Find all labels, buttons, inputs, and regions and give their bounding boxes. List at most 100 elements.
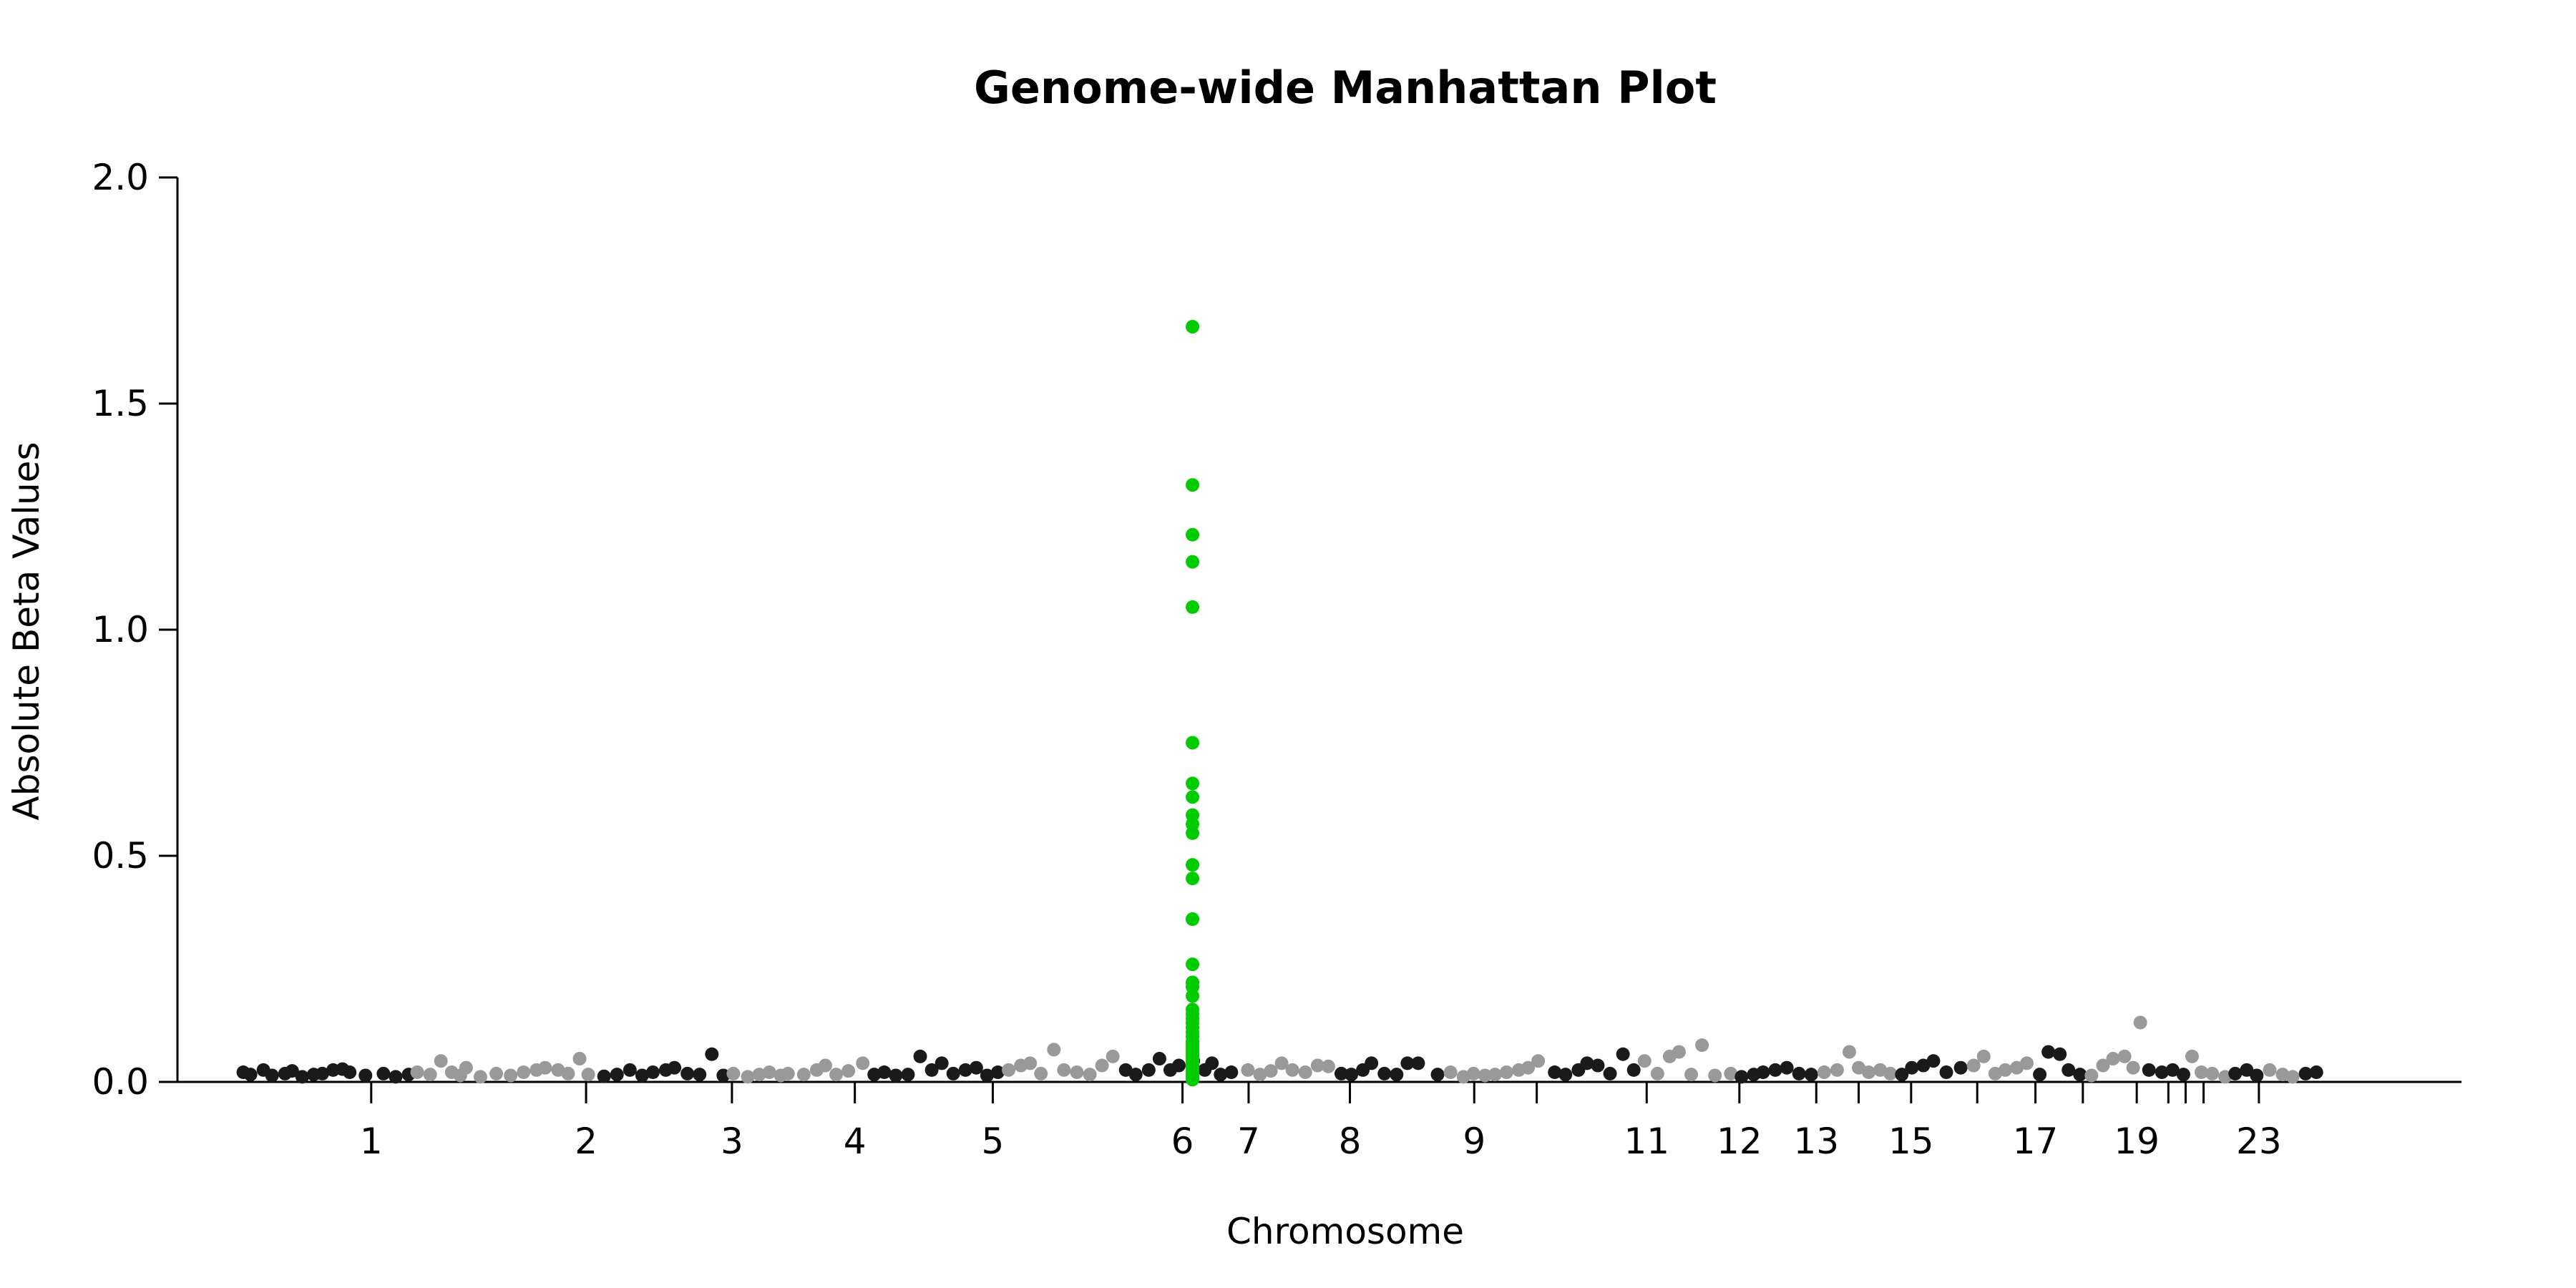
x-tick-label: 3 [721, 1121, 743, 1162]
data-point [316, 1066, 330, 1080]
data-point [1830, 1063, 1844, 1077]
highlight-point [1186, 776, 1200, 791]
data-point [1128, 1068, 1143, 1082]
data-point [1724, 1066, 1738, 1080]
data-point [1548, 1065, 1562, 1080]
data-point [265, 1068, 279, 1083]
data-point [1735, 1070, 1749, 1084]
highlight-point [1186, 912, 1200, 926]
data-point [376, 1066, 391, 1080]
y-tick-label: 0.5 [92, 835, 149, 877]
data-point [2142, 1063, 2156, 1077]
data-point [1274, 1056, 1289, 1070]
x-tick-label: 8 [1339, 1121, 1362, 1162]
data-point [841, 1064, 856, 1078]
data-point [561, 1066, 575, 1080]
highlight-point [1186, 320, 1200, 334]
data-point [2117, 1049, 2132, 1063]
data-point [1953, 1060, 1968, 1075]
data-point [597, 1069, 611, 1083]
data-point [1241, 1063, 1255, 1077]
data-point [1521, 1060, 1536, 1075]
data-point [423, 1068, 437, 1082]
data-point [2250, 1068, 2264, 1083]
chart-title: Genome-wide Manhattan Plot [974, 62, 1717, 114]
data-point [1141, 1063, 1156, 1077]
data-point [705, 1047, 719, 1061]
data-point [741, 1070, 755, 1084]
data-point [389, 1070, 403, 1084]
y-axis: 0.0 0.5 1.0 1.5 2.0 [92, 157, 179, 1103]
data-point [2240, 1063, 2254, 1077]
data-point [610, 1068, 624, 1082]
data-point [2053, 1047, 2067, 1061]
data-point [1083, 1068, 1097, 1082]
data-point [1002, 1063, 1016, 1077]
data-point [913, 1049, 927, 1063]
data-point [1616, 1047, 1630, 1061]
data-point [243, 1068, 258, 1082]
data-point [343, 1065, 357, 1080]
highlight-point [1186, 957, 1200, 972]
data-point [295, 1070, 309, 1084]
y-tick-label: 0.0 [92, 1061, 149, 1103]
data-point [1172, 1058, 1186, 1073]
x-tick-label: 2 [575, 1121, 597, 1162]
x-tick-label: 15 [1888, 1121, 1934, 1162]
data-point [726, 1066, 741, 1080]
data-point [1047, 1043, 1061, 1057]
data-point [1672, 1045, 1686, 1059]
data-point [1430, 1068, 1445, 1082]
data-point [2155, 1065, 2169, 1080]
data-point [1626, 1063, 1641, 1077]
data-point [990, 1065, 1005, 1080]
data-point [635, 1068, 649, 1083]
data-point [1939, 1065, 1953, 1080]
data-point [2176, 1068, 2190, 1082]
data-point [1684, 1068, 1699, 1082]
x-tick-label: 23 [2236, 1121, 2282, 1162]
data-point [935, 1056, 949, 1070]
data-point [796, 1068, 811, 1082]
data-point [1708, 1068, 1722, 1083]
highlight-point [1186, 989, 1200, 1003]
data-point [1285, 1063, 1299, 1077]
y-tick-label: 2.0 [92, 157, 149, 198]
data-point [1842, 1045, 1856, 1059]
data-point [459, 1060, 473, 1075]
x-tick-label: 6 [1171, 1121, 1194, 1162]
data-point [1976, 1049, 1991, 1063]
data-point [1478, 1068, 1492, 1083]
data-point [829, 1068, 844, 1082]
data-point [1298, 1065, 1312, 1080]
data-point [2228, 1066, 2243, 1080]
data-point [716, 1068, 731, 1083]
data-point [581, 1068, 595, 1082]
data-point [1603, 1066, 1617, 1080]
data-point [889, 1068, 903, 1083]
data-point [538, 1060, 552, 1075]
background-points [236, 1015, 2323, 1084]
x-tick-label: 13 [1793, 1121, 1839, 1162]
data-point [1224, 1065, 1239, 1080]
y-axis-label: Absolute Beta Values [6, 442, 47, 821]
x-tick-label: 9 [1463, 1121, 1485, 1162]
data-point [1466, 1066, 1480, 1080]
data-point [762, 1065, 776, 1080]
data-point [2263, 1063, 2277, 1077]
data-point [1804, 1068, 1818, 1082]
x-tick-label: 5 [982, 1121, 1005, 1162]
x-axis: 1 2 3 4 5 6 7 8 9 11 12 13 15 17 19 23 [177, 1080, 2462, 1162]
data-point [358, 1068, 373, 1083]
highlight-points [1186, 320, 1200, 1087]
data-point [1321, 1059, 1335, 1073]
data-point [623, 1063, 637, 1077]
data-point [1214, 1068, 1228, 1082]
data-point [856, 1056, 870, 1070]
data-point [572, 1052, 587, 1066]
data-point [1310, 1058, 1324, 1073]
data-point [2019, 1056, 2034, 1070]
data-point [1768, 1063, 1782, 1077]
data-point [2133, 1015, 2147, 1030]
